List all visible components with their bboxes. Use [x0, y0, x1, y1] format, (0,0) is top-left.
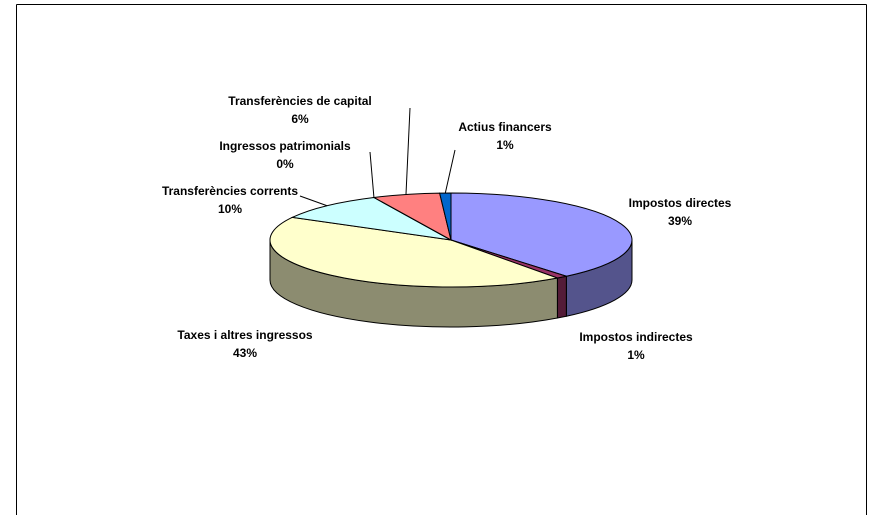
slice-label: Impostos directes [629, 196, 732, 210]
slice [450, 192, 633, 277]
slice-label: Ingressos patrimonials [219, 139, 351, 153]
slice [290, 196, 452, 241]
leader-line [369, 151, 375, 198]
slice-value-label: 1% [496, 138, 514, 152]
slice-value-label: 6% [291, 112, 309, 126]
slice-label: Transferències de capital [228, 94, 371, 108]
slice-value-label: 39% [668, 214, 692, 228]
slice-side [556, 275, 567, 319]
slice-value-label: 10% [218, 202, 242, 216]
leader-line [299, 195, 328, 207]
slice-value-label: 1% [627, 348, 645, 362]
slice [439, 192, 452, 241]
slice-label: Impostos indirectes [579, 330, 693, 344]
frame [16, 4, 867, 515]
slice-label: Taxes i altres ingressos [177, 328, 313, 342]
slice [269, 216, 560, 288]
leader-line [405, 107, 411, 195]
slice-value-label: 43% [233, 346, 257, 360]
slice-label: Transferències corrents [162, 184, 298, 198]
leader-line [444, 149, 456, 194]
slice-value-label: 0% [276, 157, 294, 171]
slice-label: Actius financers [458, 120, 552, 134]
